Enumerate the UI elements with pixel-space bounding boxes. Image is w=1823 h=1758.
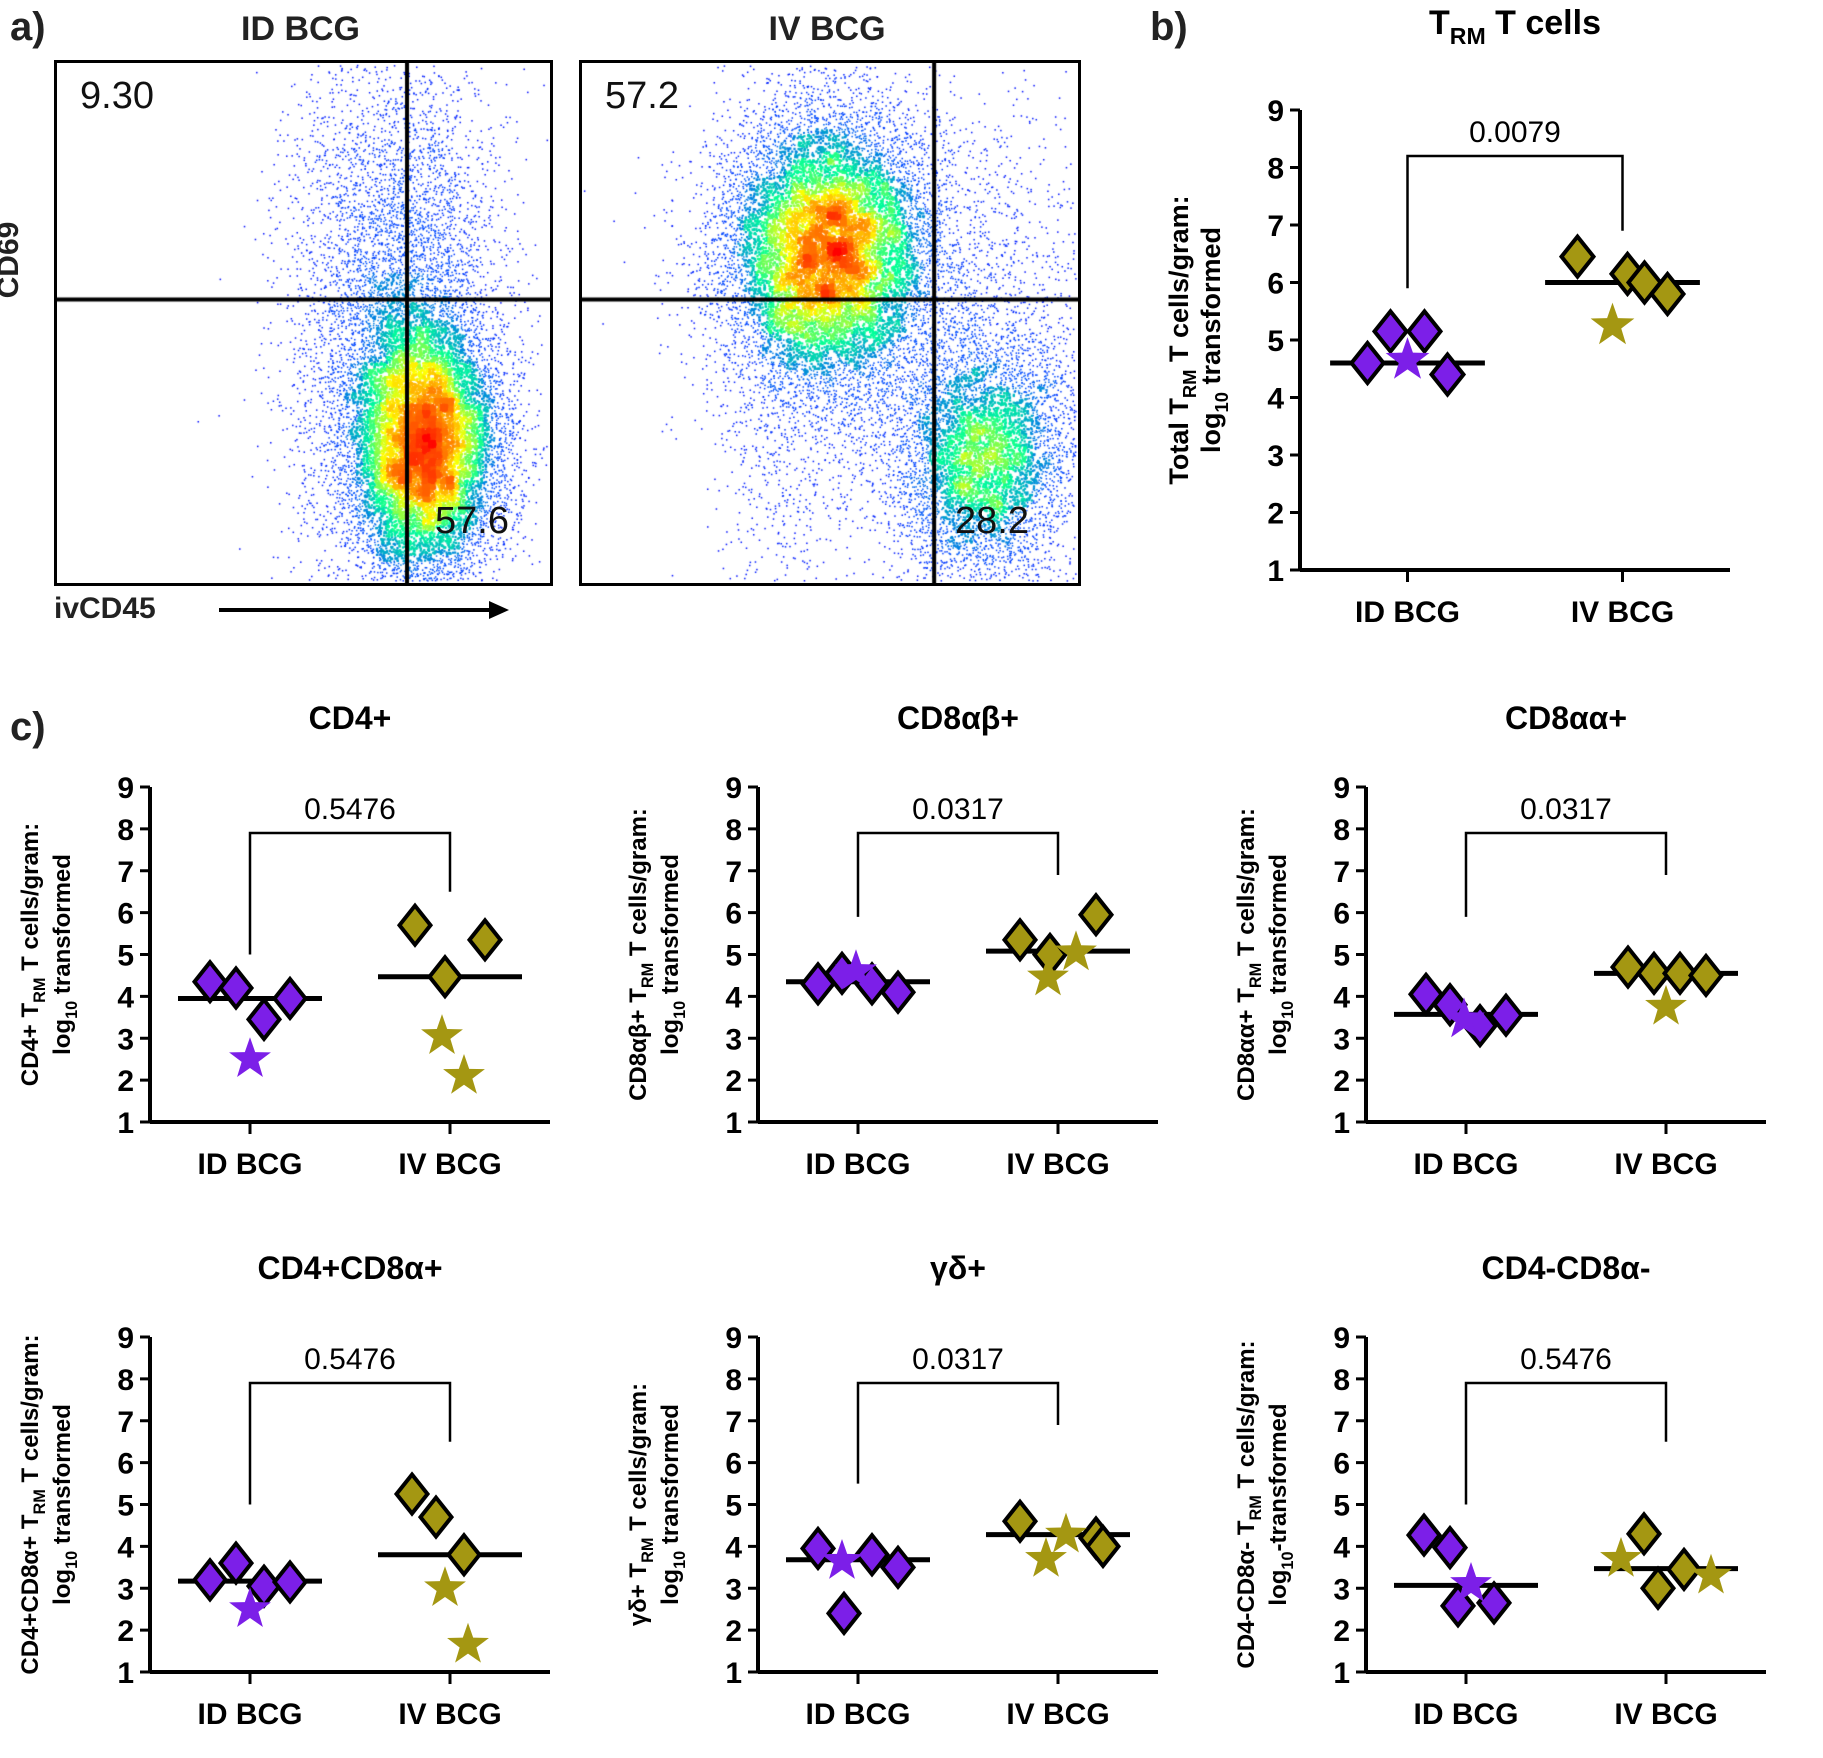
svg-text:0.5476: 0.5476 <box>304 793 396 826</box>
svg-text:γδ+ TRM T cells/gram:log10 tra: γδ+ TRM T cells/gram:log10 transformed <box>625 1383 689 1626</box>
svg-text:4: 4 <box>1267 383 1284 416</box>
svg-text:IV BCG: IV BCG <box>1614 1148 1717 1181</box>
svg-text:CD8αα+ TRM T cells/gram:log10: CD8αα+ TRM T cells/gram:log10 transforme… <box>1233 808 1297 1101</box>
svg-text:2: 2 <box>1333 1615 1350 1648</box>
svg-text:0.0079: 0.0079 <box>1469 116 1561 149</box>
svg-text:IV BCG: IV BCG <box>398 1148 501 1181</box>
svg-text:8: 8 <box>117 814 134 847</box>
svg-text:1: 1 <box>1267 555 1284 588</box>
svg-text:3: 3 <box>117 1023 134 1056</box>
svg-text:0.0317: 0.0317 <box>1520 793 1612 826</box>
svg-text:6: 6 <box>725 1448 742 1481</box>
svg-text:7: 7 <box>117 856 134 889</box>
svg-text:5: 5 <box>117 1490 134 1523</box>
svg-text:4: 4 <box>725 981 742 1014</box>
svg-text:4: 4 <box>725 1531 742 1564</box>
svg-text:6: 6 <box>725 898 742 931</box>
svg-text:9: 9 <box>1333 1322 1350 1355</box>
svg-text:6: 6 <box>1333 898 1350 931</box>
svg-text:7: 7 <box>725 856 742 889</box>
svg-text:8: 8 <box>1333 814 1350 847</box>
svg-text:1: 1 <box>1333 1107 1350 1140</box>
svg-text:6: 6 <box>1267 268 1284 301</box>
svg-text:5: 5 <box>725 1490 742 1523</box>
svg-text:Total TRM T cells/gram:log10 t: Total TRM T cells/gram:log10 transformed <box>1164 195 1232 484</box>
svg-text:9: 9 <box>725 1322 742 1355</box>
svg-text:CD8αβ+: CD8αβ+ <box>897 700 1019 736</box>
svg-text:ID BCG: ID BCG <box>806 1148 911 1181</box>
svg-text:8: 8 <box>725 1364 742 1397</box>
svg-text:0.5476: 0.5476 <box>1520 1343 1612 1376</box>
svg-text:6: 6 <box>1333 1448 1350 1481</box>
svg-text:1: 1 <box>117 1657 134 1690</box>
svg-text:0.0317: 0.0317 <box>912 793 1004 826</box>
svg-text:4: 4 <box>1333 981 1350 1014</box>
svg-text:IV BCG: IV BCG <box>1614 1698 1717 1731</box>
svg-text:ID BCG: ID BCG <box>1355 596 1460 629</box>
svg-text:2: 2 <box>117 1065 134 1098</box>
svg-text:5: 5 <box>725 940 742 973</box>
svg-text:2: 2 <box>725 1615 742 1648</box>
svg-text:CD4-CD8α-: CD4-CD8α- <box>1481 1250 1650 1286</box>
svg-text:IV BCG: IV BCG <box>1006 1698 1109 1731</box>
svg-text:CD4+: CD4+ <box>309 700 392 736</box>
svg-text:5: 5 <box>117 940 134 973</box>
svg-text:8: 8 <box>725 814 742 847</box>
svg-text:9: 9 <box>725 772 742 805</box>
svg-text:3: 3 <box>117 1573 134 1606</box>
svg-text:5: 5 <box>1267 325 1284 358</box>
svg-text:γδ+: γδ+ <box>930 1250 986 1286</box>
svg-text:7: 7 <box>725 1406 742 1439</box>
svg-text:5: 5 <box>1333 1490 1350 1523</box>
svg-text:IV BCG: IV BCG <box>1571 596 1674 629</box>
svg-text:CD4+CD8α+: CD4+CD8α+ <box>257 1250 442 1286</box>
svg-text:2: 2 <box>1267 498 1284 531</box>
svg-text:4: 4 <box>1333 1531 1350 1564</box>
svg-text:8: 8 <box>117 1364 134 1397</box>
svg-text:6: 6 <box>117 1448 134 1481</box>
svg-text:5: 5 <box>1333 940 1350 973</box>
svg-text:1: 1 <box>725 1107 742 1140</box>
svg-text:0.0317: 0.0317 <box>912 1343 1004 1376</box>
svg-text:CD4+CD8α+ TRM T cells/gram:log: CD4+CD8α+ TRM T cells/gram:log10 transfo… <box>17 1334 81 1674</box>
svg-text:4: 4 <box>117 981 134 1014</box>
svg-text:9: 9 <box>117 1322 134 1355</box>
svg-text:1: 1 <box>725 1657 742 1690</box>
svg-text:CD8αα+: CD8αα+ <box>1505 700 1627 736</box>
svg-text:2: 2 <box>725 1065 742 1098</box>
svg-text:3: 3 <box>1333 1023 1350 1056</box>
svg-text:3: 3 <box>1333 1573 1350 1606</box>
svg-text:ID BCG: ID BCG <box>198 1698 303 1731</box>
svg-text:9: 9 <box>1267 95 1284 128</box>
svg-text:ID BCG: ID BCG <box>1414 1148 1519 1181</box>
svg-text:1: 1 <box>117 1107 134 1140</box>
svg-text:IV BCG: IV BCG <box>398 1698 501 1731</box>
svg-text:9: 9 <box>1333 772 1350 805</box>
svg-text:9: 9 <box>117 772 134 805</box>
svg-text:IV BCG: IV BCG <box>1006 1148 1109 1181</box>
svg-text:3: 3 <box>725 1573 742 1606</box>
svg-text:1: 1 <box>1333 1657 1350 1690</box>
svg-text:ID BCG: ID BCG <box>806 1698 911 1731</box>
svg-text:7: 7 <box>1333 1406 1350 1439</box>
svg-text:8: 8 <box>1333 1364 1350 1397</box>
svg-text:2: 2 <box>1333 1065 1350 1098</box>
svg-text:ID BCG: ID BCG <box>198 1148 303 1181</box>
svg-text:4: 4 <box>117 1531 134 1564</box>
svg-text:CD4-CD8α- TRM T cells/gram:log: CD4-CD8α- TRM T cells/gram:log10-transfo… <box>1233 1340 1297 1668</box>
svg-text:6: 6 <box>117 898 134 931</box>
svg-text:TRM T cells: TRM T cells <box>1429 4 1601 49</box>
svg-text:ID BCG: ID BCG <box>1414 1698 1519 1731</box>
svg-text:7: 7 <box>1333 856 1350 889</box>
svg-text:3: 3 <box>725 1023 742 1056</box>
svg-text:3: 3 <box>1267 440 1284 473</box>
svg-text:7: 7 <box>1267 210 1284 243</box>
svg-text:CD4+ TRM T cells/gram:log10 tr: CD4+ TRM T cells/gram:log10 transformed <box>17 823 81 1086</box>
svg-text:0.5476: 0.5476 <box>304 1343 396 1376</box>
svg-text:7: 7 <box>117 1406 134 1439</box>
svg-text:2: 2 <box>117 1615 134 1648</box>
svg-text:8: 8 <box>1267 153 1284 186</box>
svg-text:CD8αβ+ TRM T cells/gram:log10: CD8αβ+ TRM T cells/gram:log10 transforme… <box>625 808 689 1101</box>
